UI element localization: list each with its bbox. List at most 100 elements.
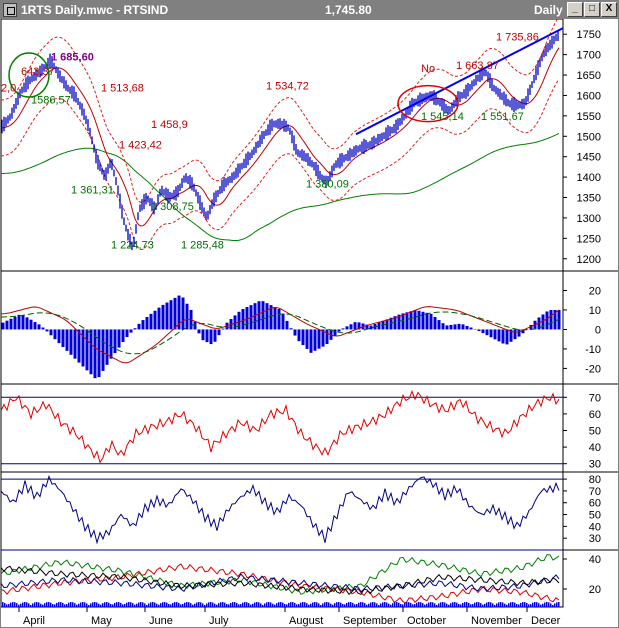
- volume-bar: [136, 603, 138, 607]
- macd-histogram-bar: [401, 313, 405, 330]
- volume-bar: [226, 604, 228, 607]
- volume-bar: [516, 603, 518, 607]
- macd-histogram-bar: [33, 322, 37, 330]
- volume-bar: [354, 604, 356, 607]
- price-value-label: 2,0: [1, 82, 16, 94]
- volume-bar: [154, 602, 156, 607]
- volume-bar: [298, 604, 300, 607]
- macd-histogram-bar: [25, 317, 29, 330]
- volume-bar: [324, 602, 326, 607]
- volume-bar: [438, 603, 440, 607]
- window-menu-icon[interactable]: [3, 3, 17, 17]
- volume-bar: [300, 602, 302, 607]
- volume-bar: [30, 604, 32, 607]
- volume-bar: [272, 603, 274, 607]
- volume-bar: [330, 603, 332, 607]
- macd-histogram-bar: [173, 297, 177, 330]
- price-axis-tick-label: 1400: [577, 172, 601, 184]
- volume-bar: [542, 603, 544, 607]
- volume-bar: [484, 603, 486, 607]
- macd-histogram-bar: [181, 297, 185, 330]
- volume-bar: [84, 602, 86, 607]
- volume-bar: [142, 602, 144, 607]
- macd-histogram-bar: [253, 303, 257, 330]
- volume-bar: [428, 602, 430, 607]
- volume-bar: [342, 604, 344, 607]
- macd-axis-tick-label: 0: [595, 324, 601, 336]
- minimize-icon[interactable]: _: [567, 2, 583, 17]
- macd-histogram-bar: [1, 322, 5, 330]
- volume-bar: [372, 602, 374, 607]
- rsi-axis-tick-label: 40: [589, 442, 601, 454]
- volume-bar: [202, 603, 204, 607]
- envelope-upper-line: [1, 19, 558, 204]
- volume-bar: [518, 604, 520, 607]
- volume-bar: [58, 602, 60, 607]
- volume-bar: [196, 602, 198, 607]
- volume-bar: [268, 602, 270, 607]
- macd-histogram-bar: [5, 320, 9, 330]
- rsi-axis-tick-label: 70: [589, 392, 601, 404]
- macd-histogram-bar: [505, 329, 509, 345]
- macd-histogram-bar: [49, 329, 53, 336]
- volume-bar: [254, 602, 256, 607]
- volume-bar: [106, 602, 108, 607]
- volume-bar: [184, 602, 186, 607]
- macd-histogram-bar: [177, 295, 181, 330]
- volume-bar: [486, 602, 488, 607]
- volume-bar: [394, 602, 396, 607]
- volume-bar: [482, 604, 484, 607]
- macd-histogram-bar: [29, 319, 33, 330]
- maximize-icon[interactable]: □: [584, 2, 600, 17]
- macd-histogram-bar: [357, 322, 361, 330]
- volume-bar: [38, 602, 40, 607]
- volume-bar: [382, 602, 384, 607]
- volume-bar: [204, 604, 206, 607]
- volume-bar: [414, 604, 416, 607]
- month-label: May: [91, 615, 112, 627]
- macd-histogram-bar: [137, 323, 141, 330]
- month-label: June: [149, 615, 173, 627]
- macd-histogram-bar: [413, 310, 417, 330]
- volume-bar: [150, 602, 152, 607]
- volume-bar: [452, 602, 454, 607]
- volume-bar: [74, 603, 76, 607]
- volume-bar: [380, 603, 382, 607]
- macd-histogram-bar: [65, 329, 69, 351]
- volume-bar: [152, 602, 154, 607]
- price-axis-tick-label: 1450: [577, 152, 601, 164]
- volume-bar: [248, 603, 250, 607]
- volume-bar: [276, 603, 278, 607]
- volume-bar: [10, 602, 12, 607]
- macd-histogram-bar: [537, 317, 541, 330]
- macd-histogram-bar: [309, 329, 313, 353]
- macd-histogram-bar: [489, 329, 493, 338]
- macd-histogram-bar: [81, 329, 85, 367]
- volume-bar: [26, 602, 28, 607]
- volume-bar: [364, 603, 366, 607]
- volume-bar: [168, 604, 170, 607]
- macd-histogram-bar: [457, 323, 461, 330]
- highlight-ellipse-red: [397, 84, 459, 123]
- volume-bar: [458, 604, 460, 607]
- volume-bar: [144, 603, 146, 607]
- title-bar[interactable]: 1RTS Daily.mwc - RTSIND 1,745.80 Daily _…: [1, 1, 618, 19]
- volume-bar: [210, 602, 212, 607]
- price-value-label: 1 545,14: [421, 111, 464, 123]
- macd-histogram-bar: [293, 329, 297, 336]
- macd-histogram-bar: [113, 329, 117, 354]
- volume-bar: [524, 602, 526, 607]
- volume-bar: [396, 602, 398, 607]
- volume-bar: [76, 604, 78, 607]
- volume-bar: [376, 603, 378, 607]
- close-icon[interactable]: X: [601, 2, 617, 17]
- stoch-axis-tick-label: 40: [589, 521, 601, 533]
- volume-bar: [436, 604, 438, 607]
- volume-bar: [348, 602, 350, 607]
- dmi-axis-tick-label: 20: [589, 584, 601, 596]
- volume-bar: [282, 602, 284, 607]
- volume-bar: [146, 604, 148, 607]
- volume-bar: [48, 602, 50, 607]
- macd-histogram-bar: [321, 329, 325, 347]
- chart-area[interactable]: 1200 1250 1300 1350 1400 1450 1500 1550 1600 1650…: [1, 19, 618, 627]
